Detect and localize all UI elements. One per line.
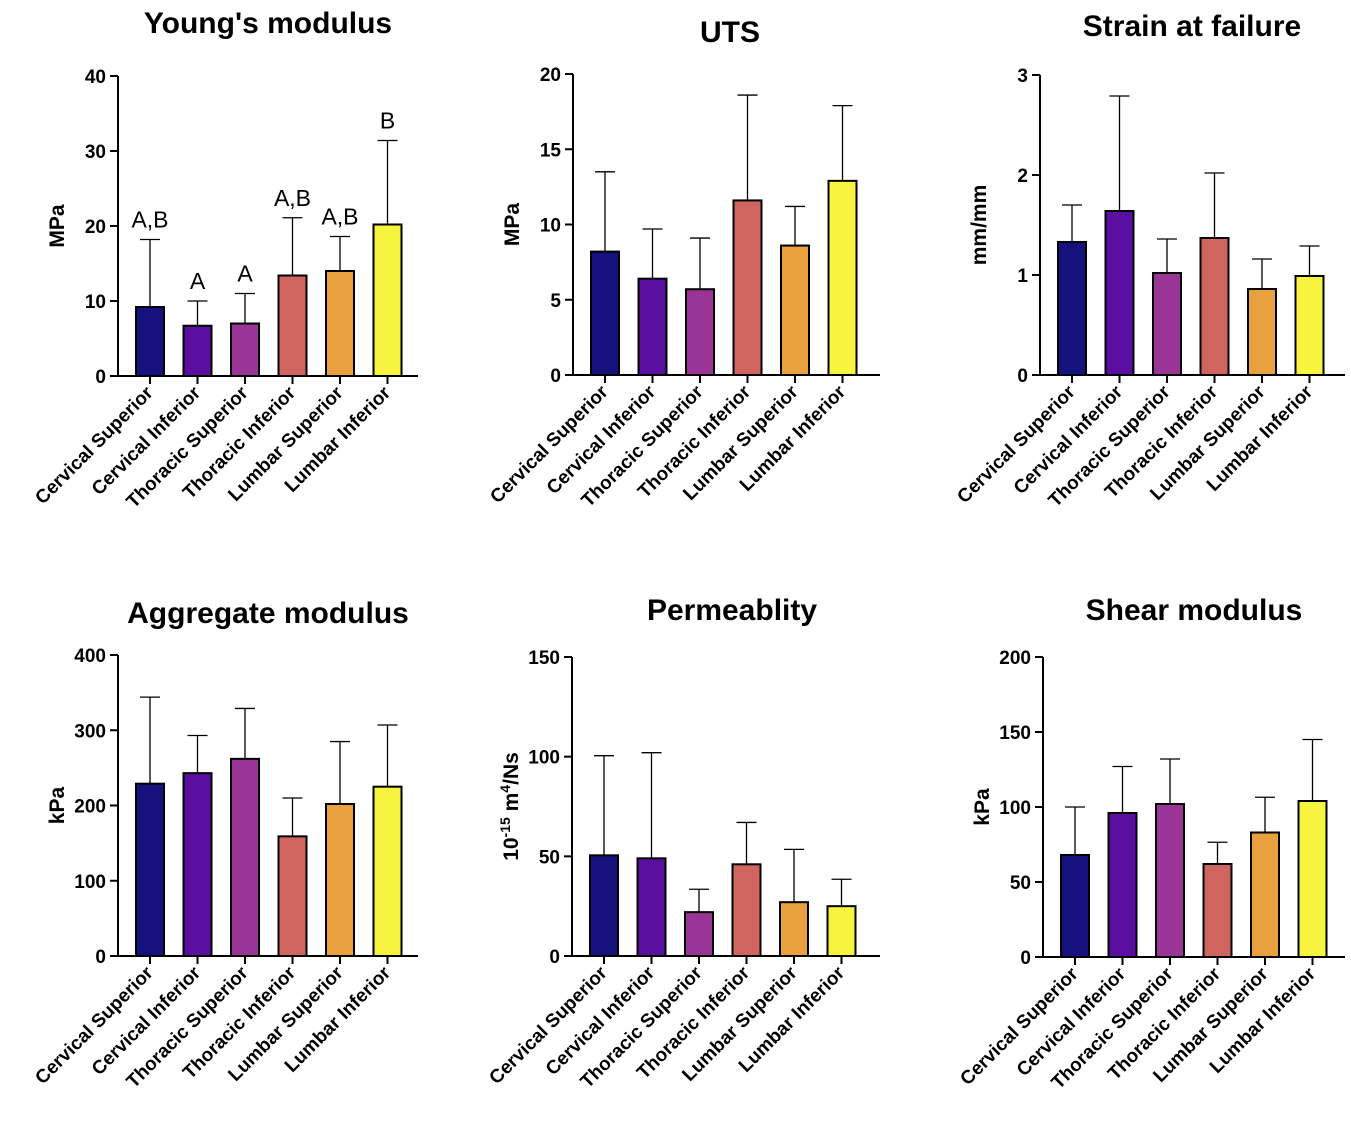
y-tick-label: 5 — [550, 291, 561, 312]
chart-title: Strain at failure — [1083, 10, 1301, 43]
bar-2 — [182, 324, 213, 377]
bar-3 — [684, 911, 714, 957]
bar-2 — [636, 857, 667, 957]
bar-5 — [325, 802, 355, 957]
y-tick-label: 40 — [85, 67, 106, 88]
bar-3 — [230, 322, 260, 377]
bar-2 — [637, 277, 668, 376]
y-tick-label: 0 — [1020, 948, 1031, 969]
y-tick-label: 0 — [550, 366, 561, 387]
bar-6 — [827, 179, 858, 376]
y-tick-label: 2 — [1017, 166, 1028, 187]
y-tick-label: 200 — [999, 648, 1031, 669]
bar-5 — [780, 244, 810, 376]
y-tick-label: 150 — [999, 723, 1031, 744]
y-axis-label: kPa — [46, 787, 69, 825]
bar-6 — [372, 785, 403, 957]
y-axis-label: 10-15 m4/Ns — [497, 752, 523, 861]
chart-title: Permeablity — [647, 594, 817, 627]
bar-4 — [732, 199, 763, 376]
bar-1 — [1060, 854, 1090, 958]
bar-4 — [277, 835, 308, 957]
significance-label: A,B — [131, 207, 168, 233]
significance-label: A — [190, 268, 206, 294]
bar-5 — [779, 901, 809, 957]
significance-label: A,B — [274, 185, 311, 211]
y-tick-label: 300 — [74, 721, 106, 742]
bar-5 — [1250, 831, 1280, 958]
significance-label: B — [380, 108, 395, 134]
y-axis-label: MPa — [46, 204, 69, 248]
y-tick-label: 20 — [85, 217, 106, 238]
bar-6 — [1294, 275, 1325, 376]
y-tick-label: 30 — [85, 142, 106, 163]
bar-1 — [590, 250, 620, 376]
significance-label: A — [237, 261, 253, 287]
y-tick-label: 0 — [549, 947, 560, 968]
y-tick-label: 400 — [74, 646, 106, 667]
bar-3 — [1152, 272, 1182, 376]
bar-6 — [372, 223, 403, 377]
y-tick-label: 0 — [1017, 366, 1028, 387]
bar-3 — [230, 757, 260, 957]
y-tick-label: 100 — [999, 798, 1031, 819]
y-tick-label: 15 — [540, 140, 562, 161]
bar-4 — [277, 274, 308, 377]
bar-2 — [1107, 812, 1138, 958]
bar-3 — [685, 288, 715, 376]
y-axis-label: mm/mm — [968, 185, 991, 266]
bar-4 — [731, 863, 762, 957]
y-axis-label: kPa — [971, 788, 994, 826]
y-tick-label: 50 — [1010, 873, 1031, 894]
chart-panel-4: Aggregate moduluskPa0100200300400Cervica… — [31, 597, 418, 1093]
chart-title: Aggregate modulus — [127, 597, 409, 630]
bar-5 — [1247, 288, 1277, 376]
y-tick-label: 3 — [1017, 66, 1028, 87]
y-tick-label: 1 — [1017, 266, 1028, 287]
y-tick-label: 200 — [74, 797, 106, 818]
y-tick-label: 20 — [540, 65, 561, 86]
y-tick-label: 0 — [95, 947, 106, 968]
bar-6 — [826, 905, 857, 958]
bar-2 — [182, 772, 213, 958]
bar-4 — [1202, 863, 1233, 958]
bar-6 — [1297, 800, 1328, 958]
bar-3 — [1155, 803, 1185, 958]
bar-1 — [1057, 241, 1087, 376]
y-tick-label: 100 — [528, 748, 560, 769]
bar-2 — [1104, 210, 1135, 376]
bar-1 — [135, 782, 165, 957]
bar-5 — [325, 270, 355, 377]
significance-label: A,B — [321, 204, 358, 230]
y-tick-label: 150 — [528, 648, 560, 669]
chart-title: Shear modulus — [1086, 594, 1303, 627]
y-tick-label: 0 — [95, 367, 106, 388]
chart-title: Young's modulus — [144, 7, 392, 40]
y-tick-label: 10 — [540, 216, 561, 237]
y-axis-label: MPa — [501, 203, 524, 247]
chart-title: UTS — [700, 16, 760, 49]
y-tick-label: 50 — [539, 847, 560, 868]
bar-4 — [1199, 237, 1230, 376]
y-tick-label: 100 — [74, 872, 106, 893]
bar-1 — [135, 306, 165, 377]
y-tick-label: 10 — [85, 292, 106, 313]
bar-1 — [589, 854, 619, 957]
